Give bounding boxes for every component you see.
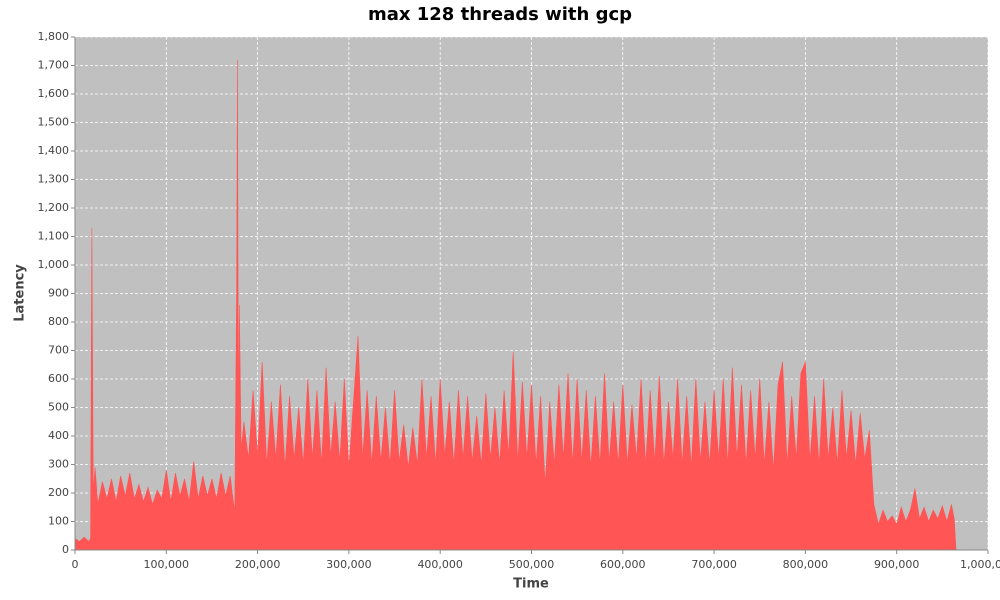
y-tick-label: 700: [48, 344, 69, 357]
x-tick-label: 0: [72, 558, 79, 571]
y-tick-label: 200: [48, 486, 69, 499]
y-tick-label: 0: [62, 543, 69, 556]
y-tick-label: 1,400: [38, 144, 70, 157]
x-tick-label: 1,000,000: [960, 558, 1000, 571]
x-tick-label: 500,000: [509, 558, 555, 571]
y-tick-label: 1,200: [38, 201, 70, 214]
y-tick-label: 400: [48, 429, 69, 442]
x-tick-label: 100,000: [144, 558, 190, 571]
x-axis-label: Time: [513, 577, 549, 592]
x-tick-label: 200,000: [235, 558, 281, 571]
y-tick-label: 600: [48, 372, 69, 385]
area: [74, 59, 957, 551]
x-tick-label: 300,000: [326, 558, 372, 571]
y-tick-label: 900: [48, 287, 69, 300]
y-tick-label: 1,700: [38, 59, 70, 72]
x-tick-label: 400,000: [417, 558, 463, 571]
y-tick-label: 500: [48, 401, 69, 414]
chart-title: max 128 threads with gcp: [368, 4, 632, 25]
x-tick-label: 900,000: [874, 558, 920, 571]
y-axis-label: Latency: [13, 264, 28, 322]
y-tick-label: 100: [48, 515, 69, 528]
y-tick-label: 1,800: [38, 30, 70, 43]
y-tick-label: 1,000: [38, 258, 70, 271]
y-tick-label: 1,600: [38, 87, 70, 100]
y-tick-label: 300: [48, 458, 69, 471]
y-tick-label: 1,300: [38, 173, 70, 186]
x-tick-label: 800,000: [783, 558, 829, 571]
x-tick-label: 700,000: [691, 558, 737, 571]
x-tick-label: 600,000: [600, 558, 646, 571]
y-tick-label: 800: [48, 315, 69, 328]
y-tick-label: 1,500: [38, 116, 70, 129]
y-tick-label: 1,100: [38, 230, 70, 243]
